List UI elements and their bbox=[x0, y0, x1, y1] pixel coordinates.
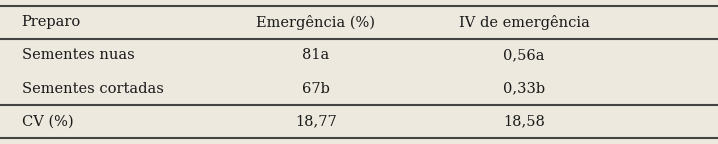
Text: IV de emergência: IV de emergência bbox=[459, 15, 589, 30]
Text: Preparo: Preparo bbox=[22, 15, 81, 29]
Text: 18,77: 18,77 bbox=[295, 115, 337, 129]
Text: 0,56a: 0,56a bbox=[503, 48, 545, 62]
Text: Sementes cortadas: Sementes cortadas bbox=[22, 82, 164, 96]
Text: 81a: 81a bbox=[302, 48, 330, 62]
Text: 0,33b: 0,33b bbox=[503, 82, 545, 96]
Text: Sementes nuas: Sementes nuas bbox=[22, 48, 134, 62]
Text: CV (%): CV (%) bbox=[22, 115, 73, 129]
Text: Emergência (%): Emergência (%) bbox=[256, 15, 376, 30]
Text: 67b: 67b bbox=[302, 82, 330, 96]
Text: 18,58: 18,58 bbox=[503, 115, 545, 129]
